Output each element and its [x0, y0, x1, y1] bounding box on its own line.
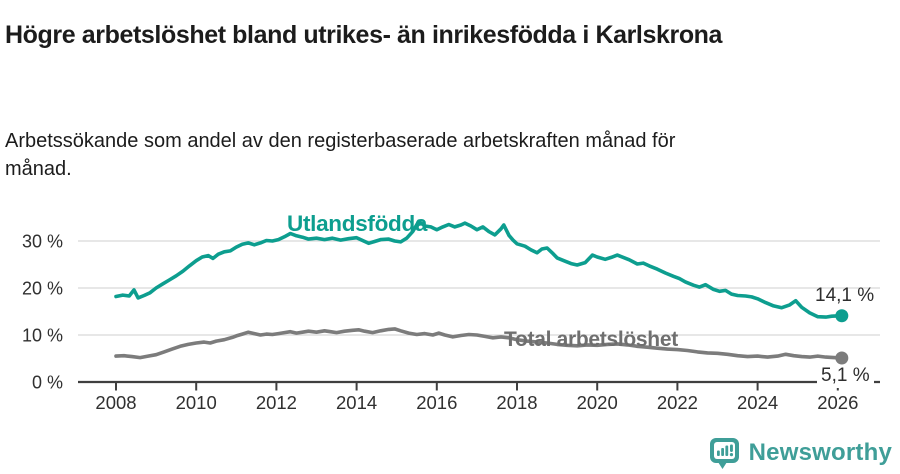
x-tick-label: 2022 [657, 392, 698, 413]
x-tick-label: 2008 [95, 392, 136, 413]
x-tick-label: 2024 [737, 392, 778, 413]
y-tick-label: 20 % [22, 279, 63, 299]
x-tick-label: 2020 [577, 392, 618, 413]
x-tick-label: 2010 [176, 392, 217, 413]
end-value-label-utlandsfodda: 14,1 % [815, 285, 875, 306]
x-tick-label: 2012 [256, 392, 297, 413]
page-title: Högre arbetslöshet bland utrikes- än inr… [5, 20, 723, 49]
y-tick-label: 10 % [22, 326, 63, 346]
series-line-utlandsfodda [114, 219, 844, 319]
series-end-dot-total [835, 351, 849, 365]
series-label-total-arbetsloshet: Total arbetslöshet [504, 328, 678, 351]
x-tick-label: 2018 [496, 392, 537, 413]
series-end-dot-utlandsfodda [835, 309, 849, 323]
x-tick-label: 2016 [416, 392, 457, 413]
x-tick-label: 2014 [336, 392, 377, 413]
y-tick-label: 30 % [22, 232, 63, 252]
end-value-label-total: 5,1 % [817, 365, 874, 388]
newsworthy-brand: Newsworthy [709, 437, 892, 469]
series-line-total [114, 327, 844, 360]
y-tick-label: 0 % [32, 373, 63, 393]
series-label-utlandsfodda: Utlandsfödda [287, 211, 428, 236]
page-subtitle: Arbetssökande som andel av den registerb… [5, 130, 676, 180]
x-tick-label: 2026 [817, 392, 858, 413]
newsworthy-brand-text: Newsworthy [748, 439, 892, 466]
newsworthy-logo-icon [709, 438, 739, 469]
